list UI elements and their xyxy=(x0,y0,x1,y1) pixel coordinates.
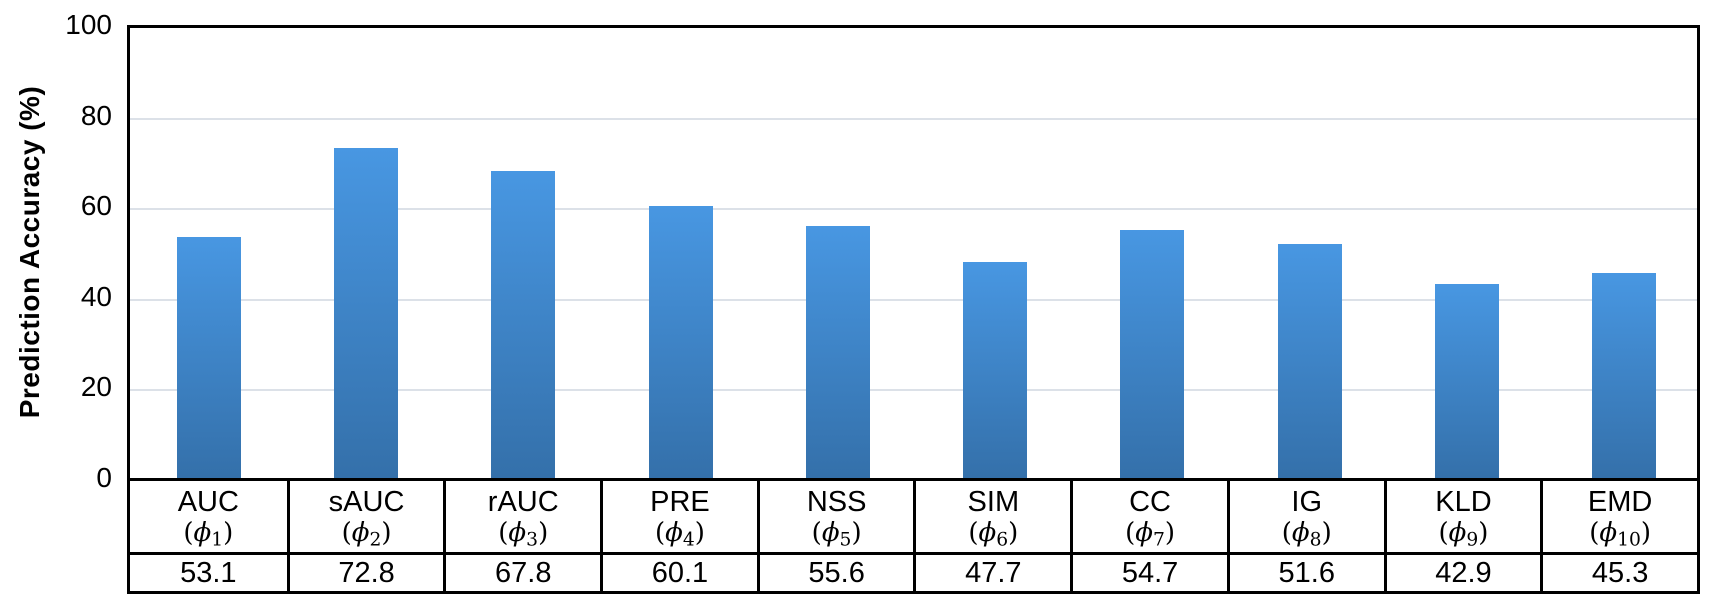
bar-PRE xyxy=(648,205,713,478)
x-axis-category-table: AUC (ϕ1) sAUC (ϕ2) rAUC (ϕ3) PRE (ϕ4) NSS (ϕ5) SIM… xyxy=(127,478,1700,594)
gridline-80 xyxy=(130,117,1697,120)
value-cell-KLD: 42.9 xyxy=(1383,555,1541,591)
category-label-row: AUC (ϕ1) sAUC (ϕ2) rAUC (ϕ3) PRE (ϕ4) NSS (ϕ5) SIM… xyxy=(130,481,1697,555)
category-value: 55.6 xyxy=(808,556,865,589)
category-name: PRE xyxy=(650,486,710,519)
category-name: SIM xyxy=(967,486,1020,519)
y-tick-label-20: 20 xyxy=(80,371,112,403)
category-symbol: (ϕ5) xyxy=(811,517,862,551)
plot-area xyxy=(127,25,1700,478)
category-value: 47.7 xyxy=(965,556,1022,589)
category-cell-KLD: KLD (ϕ9) xyxy=(1383,481,1541,552)
category-name: IG xyxy=(1291,486,1323,519)
bar-rAUC xyxy=(491,170,556,478)
category-value-row: 53.1 72.8 67.8 60.1 55.6 47.7 54.7 51.6 42.9 45.3 xyxy=(130,555,1697,591)
y-tick-label-40: 40 xyxy=(80,280,112,312)
category-cell-PRE: PRE (ϕ4) xyxy=(600,481,757,552)
category-symbol: (ϕ7) xyxy=(1125,517,1176,551)
category-symbol: (ϕ4) xyxy=(654,517,705,551)
bar-NSS xyxy=(805,226,870,478)
value-cell-sAUC: 72.8 xyxy=(286,555,444,591)
category-name: sAUC xyxy=(328,486,405,519)
category-name: NSS xyxy=(806,486,867,519)
y-tick-label-80: 80 xyxy=(80,99,112,131)
value-cell-AUC: 53.1 xyxy=(130,555,287,591)
value-cell-NSS: 55.6 xyxy=(756,555,914,591)
category-cell-rAUC: rAUC (ϕ3) xyxy=(443,481,600,552)
bar-IG xyxy=(1277,244,1342,478)
y-tick-label-0: 0 xyxy=(96,462,112,493)
bar-KLD xyxy=(1435,283,1500,478)
category-name: rAUC xyxy=(487,486,559,519)
value-cell-rAUC: 67.8 xyxy=(443,555,600,591)
category-cell-CC: CC (ϕ7) xyxy=(1070,481,1227,552)
category-value: 53.1 xyxy=(180,556,237,589)
category-cell-SIM: SIM (ϕ6) xyxy=(913,481,1070,552)
value-cell-PRE: 60.1 xyxy=(600,555,757,591)
y-tick-label-60: 60 xyxy=(80,190,112,222)
value-cell-CC: 54.7 xyxy=(1070,555,1227,591)
category-symbol: (ϕ8) xyxy=(1281,517,1332,551)
gridline-20 xyxy=(130,389,1697,392)
category-value: 67.8 xyxy=(495,556,552,589)
y-tick-label-100: 100 xyxy=(65,9,112,40)
bar-sAUC xyxy=(333,148,398,478)
category-cell-IG: IG (ϕ8) xyxy=(1226,481,1384,552)
category-value: 72.8 xyxy=(338,556,395,589)
category-name: AUC xyxy=(177,486,239,519)
category-cell-NSS: NSS (ϕ5) xyxy=(756,481,914,552)
category-value: 54.7 xyxy=(1121,556,1179,589)
bar-CC xyxy=(1120,230,1185,478)
category-cell-AUC: AUC (ϕ1) xyxy=(130,481,287,552)
value-cell-IG: 51.6 xyxy=(1226,555,1384,591)
category-cell-sAUC: sAUC (ϕ2) xyxy=(286,481,444,552)
category-symbol: (ϕ2) xyxy=(341,517,392,551)
category-value: 42.9 xyxy=(1435,556,1492,589)
gridline-60 xyxy=(130,208,1697,211)
category-name: KLD xyxy=(1435,486,1492,519)
category-symbol: (ϕ6) xyxy=(968,517,1019,551)
category-value: 51.6 xyxy=(1278,556,1335,589)
category-value: 60.1 xyxy=(651,556,709,589)
gridline-40 xyxy=(130,298,1697,301)
value-cell-SIM: 47.7 xyxy=(913,555,1070,591)
bar-EMD xyxy=(1592,272,1657,478)
bar-AUC xyxy=(176,237,241,478)
y-axis-title: Prediction Accuracy (%) xyxy=(14,85,45,419)
category-symbol: (ϕ3) xyxy=(498,517,549,551)
bar-SIM xyxy=(963,261,1028,478)
category-symbol: (ϕ1) xyxy=(183,517,234,551)
category-symbol: (ϕ10) xyxy=(1589,517,1652,551)
category-name: EMD xyxy=(1587,486,1653,519)
category-symbol: (ϕ9) xyxy=(1438,517,1489,551)
category-name: CC xyxy=(1129,486,1171,519)
category-value: 45.3 xyxy=(1591,556,1649,589)
value-cell-EMD: 45.3 xyxy=(1540,555,1697,591)
category-cell-EMD: EMD (ϕ10) xyxy=(1540,481,1697,552)
